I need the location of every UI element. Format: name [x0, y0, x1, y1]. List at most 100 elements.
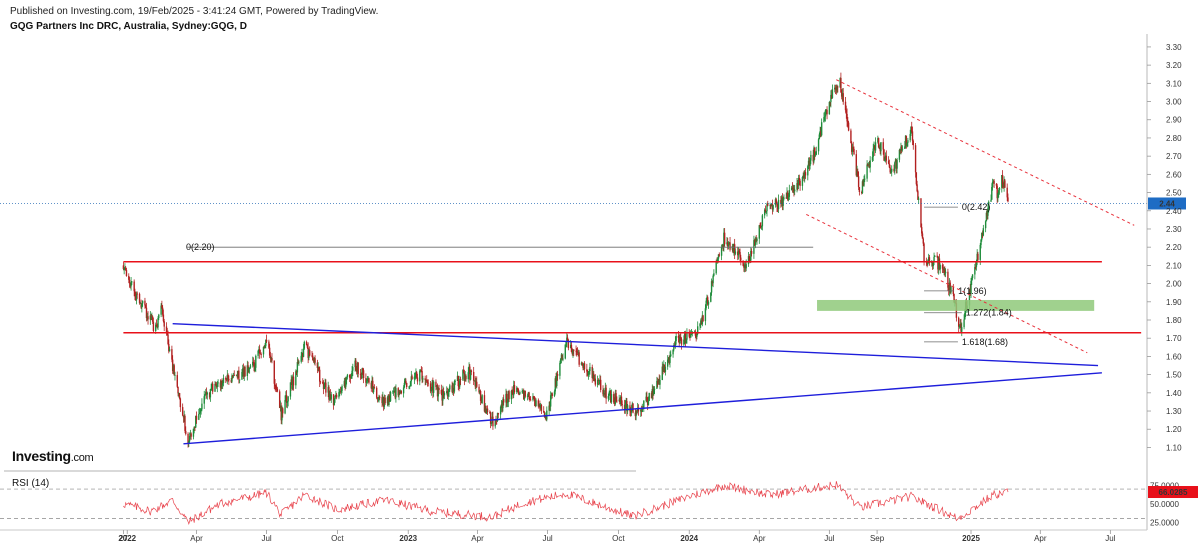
rsi-panel: 75.0000 50.0000 25.0000 66.0285 — [0, 481, 1198, 527]
candle-body — [921, 233, 924, 239]
candle-body — [231, 375, 233, 382]
candle-body — [165, 326, 168, 333]
candle-body — [155, 324, 158, 327]
candle-body — [215, 384, 218, 388]
candle-body — [680, 339, 683, 345]
candle-body — [303, 341, 306, 349]
candle-body — [898, 149, 901, 160]
candle-body — [814, 154, 817, 156]
candle-body — [518, 392, 520, 395]
fib-label: 0(2.20) — [186, 242, 215, 252]
candle-body — [656, 380, 659, 383]
candle-body — [658, 378, 660, 385]
candle-body — [311, 355, 313, 357]
candle-body — [235, 374, 238, 376]
candle-body — [419, 370, 421, 382]
candle-body — [996, 185, 998, 199]
candle-body — [489, 411, 491, 413]
time-tick-label: Oct — [331, 534, 344, 543]
candle-body — [135, 293, 138, 301]
candle-body — [222, 377, 225, 384]
candle-body — [961, 327, 963, 332]
candle-body — [807, 166, 809, 176]
candle-body — [968, 288, 971, 306]
candle-body — [861, 181, 864, 194]
candle-body — [160, 305, 162, 315]
candle-body — [198, 413, 200, 420]
candle-body — [519, 391, 521, 395]
candle-body — [128, 279, 131, 284]
candle-body — [662, 366, 664, 371]
candle-body — [603, 393, 606, 395]
time-tick-label: Sep — [870, 534, 885, 543]
candle-body — [145, 307, 148, 319]
rsi-current-label: 66.0285 — [1159, 488, 1188, 497]
candle-body — [517, 389, 520, 393]
candle-body — [562, 358, 564, 360]
candle-body — [308, 350, 311, 356]
candle-body — [459, 379, 462, 380]
candle-body — [914, 145, 917, 173]
candle-body — [295, 371, 298, 373]
candle-body — [609, 391, 611, 393]
candle-body — [668, 357, 670, 363]
candle-body — [372, 387, 375, 393]
price-tick-label: 2.20 — [1166, 243, 1182, 252]
candle-body — [797, 183, 799, 186]
candle-body — [136, 293, 138, 295]
candle-body — [281, 408, 283, 421]
candle-body — [858, 187, 861, 192]
candle-body — [912, 140, 914, 146]
candle-body — [152, 321, 155, 331]
candle-body — [744, 264, 747, 269]
candle-body — [404, 380, 406, 383]
axes: 3.30 3.20 3.10 3.00 2.90 2.80 2.70 2.60 2.50 2.40… — [0, 34, 1182, 543]
candle-body — [222, 383, 224, 386]
candle-body — [405, 382, 408, 387]
candle-body — [901, 148, 904, 150]
candle-body — [635, 410, 637, 417]
candle-body — [686, 332, 688, 340]
candle-body — [943, 269, 945, 271]
candle-body — [247, 365, 249, 369]
price-tick-label: 3.30 — [1166, 43, 1182, 52]
time-tick-label: Apr — [1034, 534, 1047, 543]
candle-body — [279, 405, 282, 408]
candle-body — [772, 205, 774, 210]
candle-body — [653, 388, 656, 390]
candle-body — [469, 366, 471, 380]
candle-body — [485, 405, 487, 414]
candle-body — [371, 380, 373, 389]
candle-body — [305, 341, 308, 346]
candle-body — [453, 381, 456, 392]
candle-body — [287, 396, 289, 402]
candle-body — [307, 347, 309, 358]
candle-body — [707, 301, 710, 305]
candle-body — [777, 206, 779, 210]
candle-body — [953, 293, 955, 303]
candle-body — [630, 411, 632, 413]
candle-body — [416, 377, 419, 382]
candle-body — [950, 286, 952, 293]
candle-body — [650, 392, 653, 399]
price-tick-label: 1.70 — [1166, 334, 1182, 343]
candle-body — [624, 403, 627, 410]
candle-body — [527, 392, 530, 396]
candle-body — [608, 392, 610, 397]
candle-body — [790, 187, 793, 191]
candle-body — [177, 386, 179, 394]
candle-body — [722, 244, 724, 247]
candle-body — [446, 391, 449, 397]
candle-body — [214, 383, 216, 392]
candle-body — [733, 244, 736, 254]
candle-body — [494, 419, 496, 427]
candle-body — [340, 390, 342, 393]
candle-body — [367, 378, 369, 380]
candle-body — [124, 267, 127, 271]
candle-body — [553, 391, 556, 397]
candle-body — [195, 415, 198, 420]
candle-body — [874, 145, 876, 151]
candle-body — [844, 101, 847, 111]
candle-body — [878, 146, 881, 148]
